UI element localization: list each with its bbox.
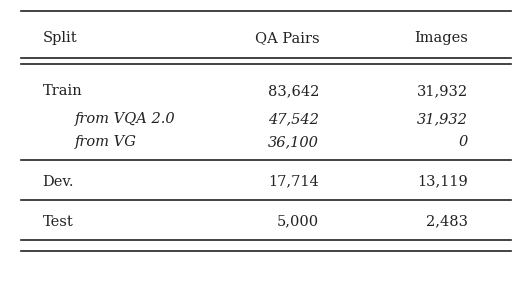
Text: QA Pairs: QA Pairs (255, 31, 319, 45)
Text: Train: Train (43, 84, 82, 98)
Text: Images: Images (414, 31, 468, 45)
Text: from VQA 2.0: from VQA 2.0 (74, 112, 175, 126)
Text: 17,714: 17,714 (269, 175, 319, 189)
Text: Test: Test (43, 214, 73, 229)
Text: 47,542: 47,542 (268, 112, 319, 126)
Text: from VG: from VG (74, 135, 136, 149)
Text: 5,000: 5,000 (277, 214, 319, 229)
Text: 83,642: 83,642 (268, 84, 319, 98)
Text: 0: 0 (459, 135, 468, 149)
Text: 2,483: 2,483 (426, 214, 468, 229)
Text: 31,932: 31,932 (417, 112, 468, 126)
Text: Split: Split (43, 31, 77, 45)
Text: 36,100: 36,100 (268, 135, 319, 149)
Text: Dev.: Dev. (43, 175, 74, 189)
Text: 31,932: 31,932 (417, 84, 468, 98)
Text: 13,119: 13,119 (418, 175, 468, 189)
